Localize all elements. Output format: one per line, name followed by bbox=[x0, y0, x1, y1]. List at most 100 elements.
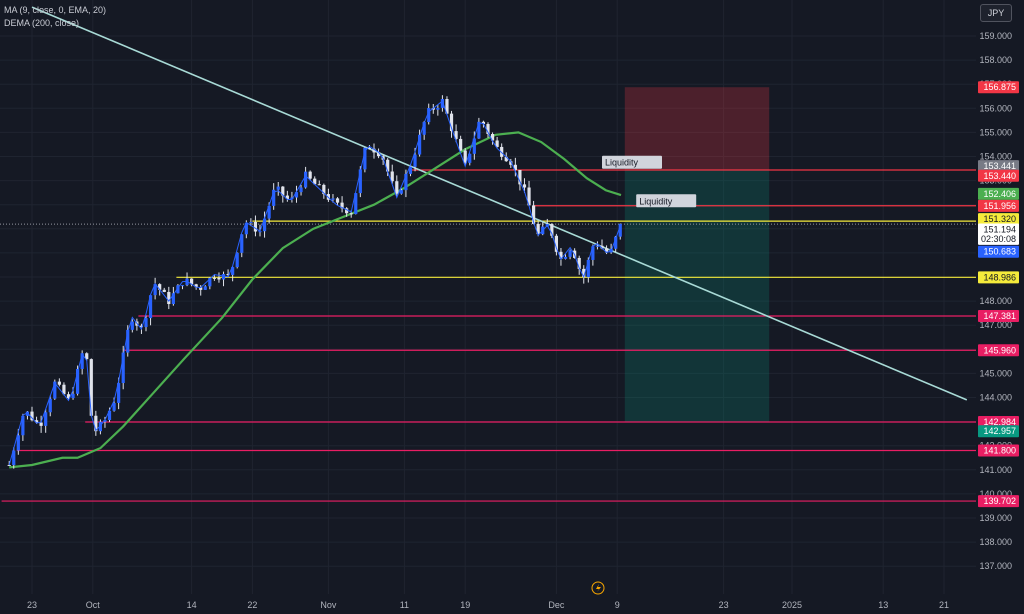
price-badge bbox=[978, 495, 1019, 508]
candle-body bbox=[500, 146, 504, 157]
candle-body bbox=[16, 435, 20, 451]
candle-body bbox=[7, 464, 11, 466]
candle-body bbox=[48, 398, 52, 413]
price-badge bbox=[978, 160, 1019, 173]
dema-indicator-label[interactable]: DEMA (200, close) bbox=[4, 18, 80, 28]
candle-body bbox=[408, 166, 413, 174]
candle-body bbox=[349, 213, 353, 215]
x-tick-label: 23 bbox=[719, 600, 729, 610]
candle-body bbox=[436, 107, 440, 110]
price-badge bbox=[978, 232, 1019, 245]
candle-body bbox=[94, 415, 98, 432]
ma-line bbox=[8, 100, 621, 466]
candle-body bbox=[126, 329, 130, 353]
candle-body bbox=[249, 222, 253, 224]
candle-body bbox=[445, 99, 449, 114]
candle-body bbox=[372, 148, 376, 153]
candle-body bbox=[217, 277, 221, 280]
candle-body bbox=[532, 205, 536, 224]
candle-body bbox=[600, 245, 604, 249]
price-badge-label: 156.875 bbox=[983, 82, 1016, 92]
trendline bbox=[31, 6, 968, 401]
candle-body bbox=[221, 274, 226, 280]
price-badge bbox=[978, 81, 1019, 94]
candle-body bbox=[427, 108, 431, 123]
price-badge-label: 142.984 bbox=[983, 417, 1016, 427]
candle-body bbox=[44, 412, 48, 426]
candle-body bbox=[345, 208, 349, 214]
y-tick-label: 158.000 bbox=[979, 55, 1012, 65]
candle-body bbox=[139, 325, 144, 328]
candle-body bbox=[322, 184, 326, 195]
candle-body bbox=[559, 251, 563, 259]
price-badge bbox=[978, 213, 1019, 226]
candle-body bbox=[604, 248, 609, 253]
y-tick-label: 141.000 bbox=[979, 465, 1012, 475]
candle-body bbox=[490, 134, 495, 141]
candle-body bbox=[418, 134, 422, 155]
candle-body bbox=[171, 293, 175, 305]
price-badge bbox=[978, 310, 1019, 323]
candle-body bbox=[57, 381, 61, 385]
candle-body bbox=[30, 411, 34, 421]
candle-body bbox=[285, 195, 289, 199]
candle-body bbox=[354, 193, 358, 215]
candle-body bbox=[66, 394, 71, 399]
candle-body bbox=[167, 291, 171, 305]
x-tick-label: 14 bbox=[187, 600, 197, 610]
candle-body bbox=[518, 170, 522, 185]
price-badge-label: 145.960 bbox=[983, 345, 1016, 355]
candle-body bbox=[568, 250, 572, 257]
price-badge-label: 153.441 bbox=[983, 161, 1016, 171]
lightning-icon-bolt bbox=[596, 584, 601, 592]
candle-body bbox=[527, 187, 531, 206]
candle-body bbox=[203, 286, 207, 290]
x-tick-label: Oct bbox=[86, 600, 101, 610]
candle-body bbox=[121, 352, 125, 384]
candle-body bbox=[53, 381, 57, 399]
candle-body bbox=[404, 173, 408, 191]
price-badge bbox=[978, 415, 1019, 428]
candle-body bbox=[313, 178, 317, 185]
candle-body bbox=[199, 287, 203, 290]
candle-body bbox=[399, 190, 403, 194]
price-badge-label: 02:30:08 bbox=[981, 234, 1016, 244]
price-badge bbox=[978, 245, 1019, 258]
candle-body bbox=[340, 202, 344, 209]
x-tick-label: 22 bbox=[247, 600, 257, 610]
candle-body bbox=[34, 420, 39, 423]
candle-body bbox=[262, 218, 267, 232]
candle-body bbox=[272, 189, 276, 206]
candle-body bbox=[459, 138, 463, 151]
candle-body bbox=[290, 197, 294, 199]
candle-body bbox=[550, 224, 554, 236]
candle-body bbox=[226, 274, 230, 276]
candle-body bbox=[595, 245, 600, 247]
candle-body bbox=[240, 234, 244, 253]
candles bbox=[7, 95, 622, 469]
x-tick-label: Nov bbox=[320, 600, 337, 610]
candle-body bbox=[299, 187, 303, 193]
candle-body bbox=[563, 256, 568, 259]
candle-body bbox=[422, 122, 426, 135]
candle-body bbox=[586, 259, 590, 278]
candle-body bbox=[395, 181, 399, 194]
candle-body bbox=[144, 318, 148, 328]
currency-button[interactable]: JPY bbox=[980, 4, 1012, 22]
candle-body bbox=[294, 192, 299, 198]
candle-body bbox=[76, 368, 80, 394]
candle-body bbox=[495, 140, 499, 147]
price-badge-label: 151.320 bbox=[983, 214, 1016, 224]
candle-body bbox=[554, 235, 558, 252]
ma-indicator-label[interactable]: MA (9, close, 0, EMA, 20) bbox=[4, 5, 107, 15]
price-badge-label: 152.406 bbox=[983, 189, 1016, 199]
x-tick-label: 23 bbox=[27, 600, 37, 610]
lightning-icon bbox=[591, 581, 605, 595]
candle-body bbox=[212, 277, 216, 279]
lightning-icon-ring bbox=[591, 581, 605, 595]
candle-body bbox=[363, 147, 367, 170]
price-badge bbox=[978, 425, 1019, 438]
x-tick-label: Dec bbox=[548, 600, 565, 610]
